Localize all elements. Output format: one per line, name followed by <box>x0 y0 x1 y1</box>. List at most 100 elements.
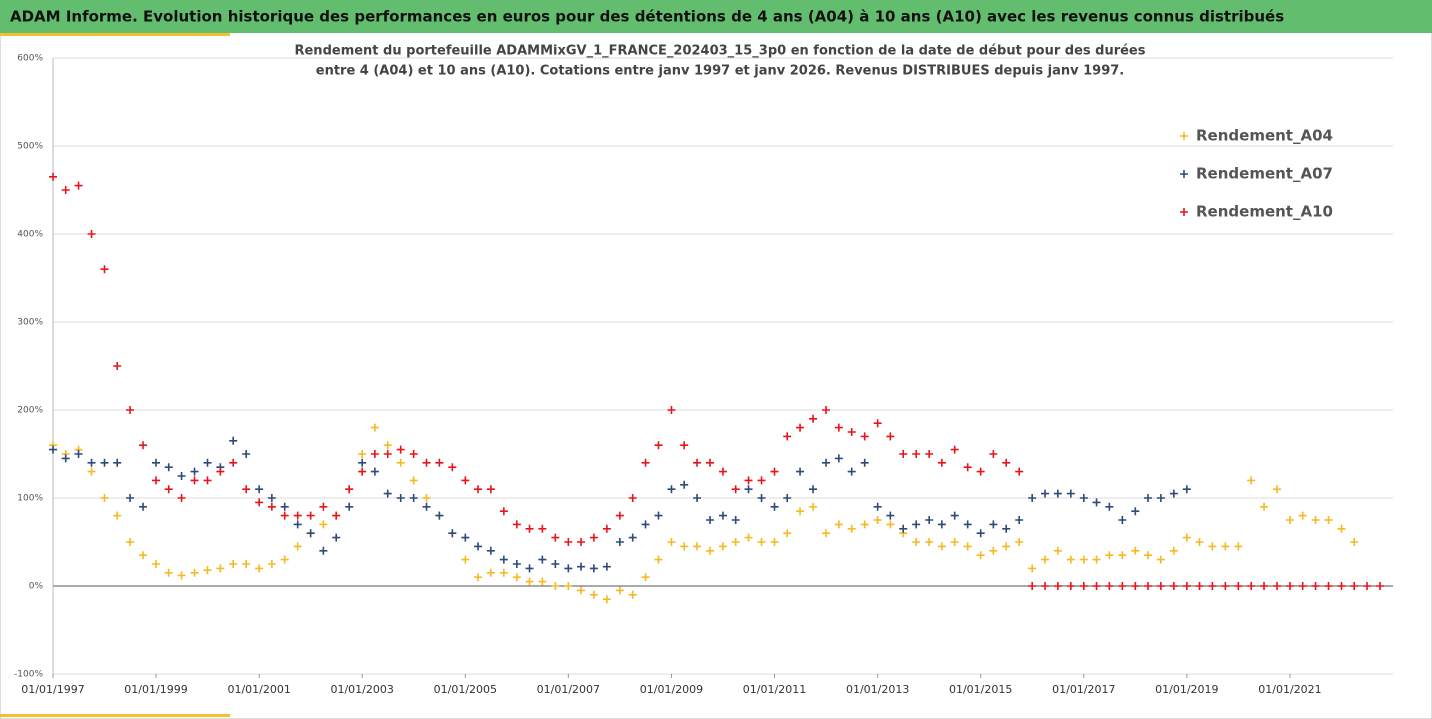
point <box>139 502 148 511</box>
point <box>74 181 83 190</box>
y-tick-label: 100% <box>17 494 43 504</box>
point <box>847 467 856 476</box>
point <box>152 560 161 568</box>
x-tick-label: 01/01/2005 <box>434 683 497 696</box>
point <box>1131 582 1140 590</box>
x-tick-label: 01/01/1997 <box>21 683 84 696</box>
point <box>190 467 199 476</box>
point <box>486 485 495 494</box>
point <box>474 542 483 551</box>
point <box>1002 458 1011 467</box>
point <box>1221 542 1230 551</box>
point <box>525 577 534 586</box>
point <box>1028 582 1037 590</box>
point <box>474 573 483 582</box>
point <box>989 450 998 458</box>
point <box>860 458 869 467</box>
point <box>744 533 753 542</box>
point <box>1169 582 1178 590</box>
point <box>61 186 70 194</box>
point <box>61 454 70 463</box>
point <box>319 502 328 511</box>
point <box>370 450 379 458</box>
point <box>409 494 418 502</box>
point <box>370 423 379 432</box>
point <box>177 571 186 580</box>
point <box>242 485 251 494</box>
point <box>706 458 715 467</box>
point <box>654 511 663 520</box>
point <box>577 538 586 546</box>
point <box>899 450 908 458</box>
point <box>1311 582 1320 590</box>
point <box>873 502 882 511</box>
point <box>770 538 779 546</box>
point <box>667 485 676 494</box>
x-tick-label: 01/01/1999 <box>124 683 187 696</box>
point <box>783 494 792 502</box>
point <box>1144 551 1153 560</box>
point <box>1079 555 1088 564</box>
point <box>912 538 921 546</box>
point <box>1092 582 1101 590</box>
point <box>1066 489 1075 498</box>
y-tick-label: 600% <box>17 54 43 64</box>
point <box>152 476 161 485</box>
point <box>937 520 946 529</box>
point <box>49 445 57 454</box>
point <box>100 458 109 467</box>
point <box>229 458 238 467</box>
point <box>203 476 212 485</box>
point <box>1156 582 1165 590</box>
point <box>1131 546 1140 555</box>
point <box>577 586 586 595</box>
point <box>1234 582 1243 590</box>
point <box>461 533 470 542</box>
point <box>731 538 740 546</box>
point <box>139 551 148 560</box>
point <box>280 555 289 564</box>
point <box>267 560 276 568</box>
point <box>164 463 173 472</box>
point <box>1053 582 1062 590</box>
point <box>383 450 392 458</box>
point <box>783 529 792 538</box>
point <box>1041 582 1050 590</box>
point <box>87 467 96 476</box>
point <box>809 485 818 494</box>
point <box>963 463 972 472</box>
point <box>641 573 650 582</box>
point <box>589 590 598 599</box>
point <box>113 458 122 467</box>
point <box>100 494 109 502</box>
point <box>280 502 289 511</box>
point <box>693 458 702 467</box>
point <box>886 511 895 520</box>
point <box>937 542 946 551</box>
point <box>1131 507 1140 516</box>
header <box>0 0 1432 33</box>
point <box>319 520 328 529</box>
point <box>912 450 921 458</box>
point <box>822 406 831 414</box>
point <box>1118 551 1127 560</box>
point <box>396 494 405 502</box>
point <box>461 555 470 564</box>
x-tick-label: 01/01/2011 <box>743 683 806 696</box>
point <box>1169 489 1178 498</box>
point <box>267 494 276 502</box>
point <box>1208 542 1217 551</box>
point <box>1195 582 1204 590</box>
point <box>822 458 831 467</box>
point <box>551 560 560 568</box>
point <box>834 454 843 463</box>
point <box>358 458 367 467</box>
point <box>989 520 998 529</box>
point <box>1350 538 1359 546</box>
point <box>203 458 212 467</box>
point <box>551 533 560 542</box>
point <box>448 463 457 472</box>
point <box>1053 546 1062 555</box>
point <box>332 533 341 542</box>
